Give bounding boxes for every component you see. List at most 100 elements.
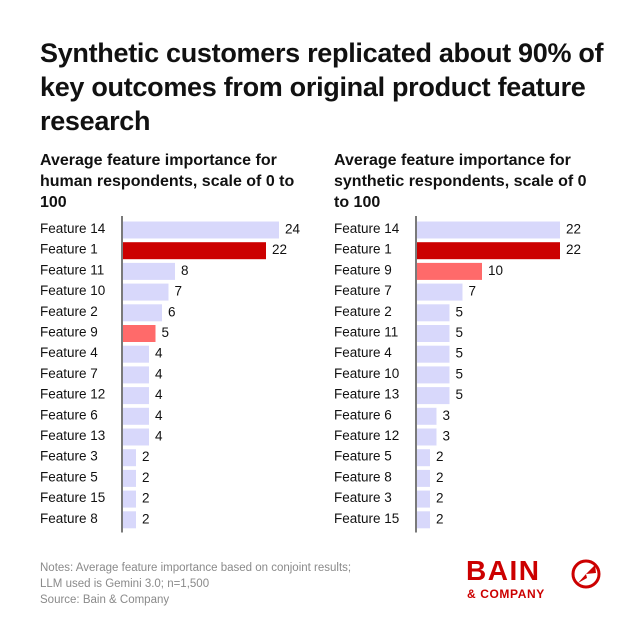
bar-feature-7	[123, 366, 149, 384]
bain-logo: BAIN & COMPANY	[466, 556, 606, 606]
value-label-feature-6: 4	[155, 408, 163, 423]
synthetic-respondents-panel: Average feature importance for synthetic…	[334, 150, 604, 533]
bar-feature-3	[417, 490, 430, 508]
bar-feature-6	[123, 407, 149, 425]
notes-line-2: LLM used is Gemini 3.0; n=1,500	[40, 578, 210, 590]
logo-wordmark: BAIN	[466, 555, 541, 586]
bar-feature-5	[417, 449, 430, 467]
category-label-feature-14: Feature 14	[334, 221, 400, 236]
human-respondents-panel: Average feature importance for human res…	[40, 150, 310, 533]
value-label-feature-13: 5	[456, 387, 464, 402]
value-label-feature-9: 10	[488, 263, 503, 278]
value-label-feature-14: 24	[285, 222, 301, 237]
bar-feature-10	[417, 366, 450, 384]
page-title: Synthetic customers replicated about 90%…	[40, 38, 604, 136]
category-label-feature-8: Feature 8	[40, 511, 98, 526]
human-chart-title: Average feature importance for human res…	[40, 152, 295, 211]
bar-feature-15	[417, 511, 430, 529]
category-label-feature-6: Feature 6	[40, 407, 98, 422]
category-label-feature-3: Feature 3	[334, 490, 392, 505]
category-label-feature-12: Feature 12	[40, 387, 105, 402]
value-label-feature-2: 6	[168, 304, 176, 319]
bar-feature-8	[123, 511, 136, 529]
category-label-feature-9: Feature 9	[334, 262, 392, 277]
category-label-feature-2: Feature 2	[40, 304, 98, 319]
value-label-feature-6: 3	[443, 408, 451, 423]
bar-feature-11	[417, 325, 450, 342]
category-label-feature-1: Feature 1	[334, 242, 392, 257]
category-label-feature-13: Feature 13	[334, 387, 399, 402]
category-label-feature-5: Feature 5	[40, 469, 98, 484]
category-label-feature-10: Feature 10	[334, 366, 399, 381]
bar-feature-13	[123, 428, 149, 446]
category-label-feature-3: Feature 3	[40, 449, 98, 464]
category-label-feature-14: Feature 14	[40, 221, 106, 236]
notes-source: Source: Bain & Company	[40, 594, 170, 606]
bar-feature-9	[417, 262, 482, 280]
bar-feature-9	[123, 325, 156, 342]
bar-feature-4	[123, 345, 149, 363]
bar-feature-4	[417, 345, 450, 363]
bar-feature-5	[123, 469, 136, 487]
value-label-feature-12: 4	[155, 387, 163, 402]
value-label-feature-8: 2	[436, 470, 444, 485]
bar-feature-2	[417, 304, 450, 322]
value-label-feature-2: 5	[456, 304, 464, 319]
chart-notes: Notes: Average feature importance based …	[40, 560, 400, 608]
category-label-feature-2: Feature 2	[334, 304, 392, 319]
category-label-feature-7: Feature 7	[334, 283, 392, 298]
value-label-feature-12: 3	[443, 429, 451, 444]
bar-feature-11	[123, 262, 175, 280]
category-label-feature-10: Feature 10	[40, 283, 105, 298]
bar-feature-15	[123, 490, 136, 508]
bain-circle-mark-icon	[571, 559, 601, 589]
bar-feature-3	[123, 449, 136, 467]
value-label-feature-8: 2	[142, 511, 150, 526]
value-label-feature-4: 4	[155, 346, 163, 361]
value-label-feature-4: 5	[456, 346, 464, 361]
category-label-feature-4: Feature 4	[40, 345, 98, 360]
bar-feature-6	[417, 407, 437, 425]
value-label-feature-14: 22	[566, 222, 581, 237]
bar-feature-14	[123, 221, 279, 239]
category-label-feature-4: Feature 4	[334, 345, 392, 360]
category-label-feature-15: Feature 15	[40, 490, 105, 505]
bar-feature-7	[417, 283, 463, 301]
value-label-feature-1: 22	[566, 242, 581, 257]
category-label-feature-11: Feature 11	[40, 262, 104, 277]
bar-feature-13	[417, 387, 450, 405]
bar-feature-8	[417, 469, 430, 487]
value-label-feature-10: 5	[456, 366, 464, 381]
bar-feature-12	[417, 428, 437, 446]
bar-feature-2	[123, 304, 162, 322]
category-label-feature-9: Feature 9	[40, 325, 98, 340]
value-label-feature-11: 8	[181, 263, 189, 278]
bar-feature-1	[123, 242, 266, 260]
synthetic-chart-title: Average feature importance for synthetic…	[334, 152, 587, 211]
category-label-feature-8: Feature 8	[334, 469, 392, 484]
value-label-feature-15: 2	[142, 491, 150, 506]
value-label-feature-5: 2	[436, 449, 444, 464]
value-label-feature-11: 5	[456, 325, 464, 340]
logo-subtitle: & COMPANY	[467, 587, 545, 601]
value-label-feature-13: 4	[155, 429, 163, 444]
value-label-feature-15: 2	[436, 511, 444, 526]
value-label-feature-3: 2	[436, 491, 444, 506]
category-label-feature-15: Feature 15	[334, 511, 399, 526]
bar-feature-14	[417, 221, 560, 239]
value-label-feature-7: 7	[469, 284, 477, 299]
value-label-feature-3: 2	[142, 449, 150, 464]
bar-feature-12	[123, 387, 149, 405]
notes-line-1: Notes: Average feature importance based …	[40, 562, 352, 574]
category-label-feature-13: Feature 13	[40, 428, 105, 443]
value-label-feature-9: 5	[162, 325, 170, 340]
value-label-feature-5: 2	[142, 470, 150, 485]
bar-feature-10	[123, 283, 169, 301]
category-label-feature-1: Feature 1	[40, 242, 98, 257]
category-label-feature-7: Feature 7	[40, 366, 98, 381]
category-label-feature-12: Feature 12	[334, 428, 399, 443]
category-label-feature-11: Feature 11	[334, 325, 398, 340]
value-label-feature-10: 7	[175, 284, 183, 299]
